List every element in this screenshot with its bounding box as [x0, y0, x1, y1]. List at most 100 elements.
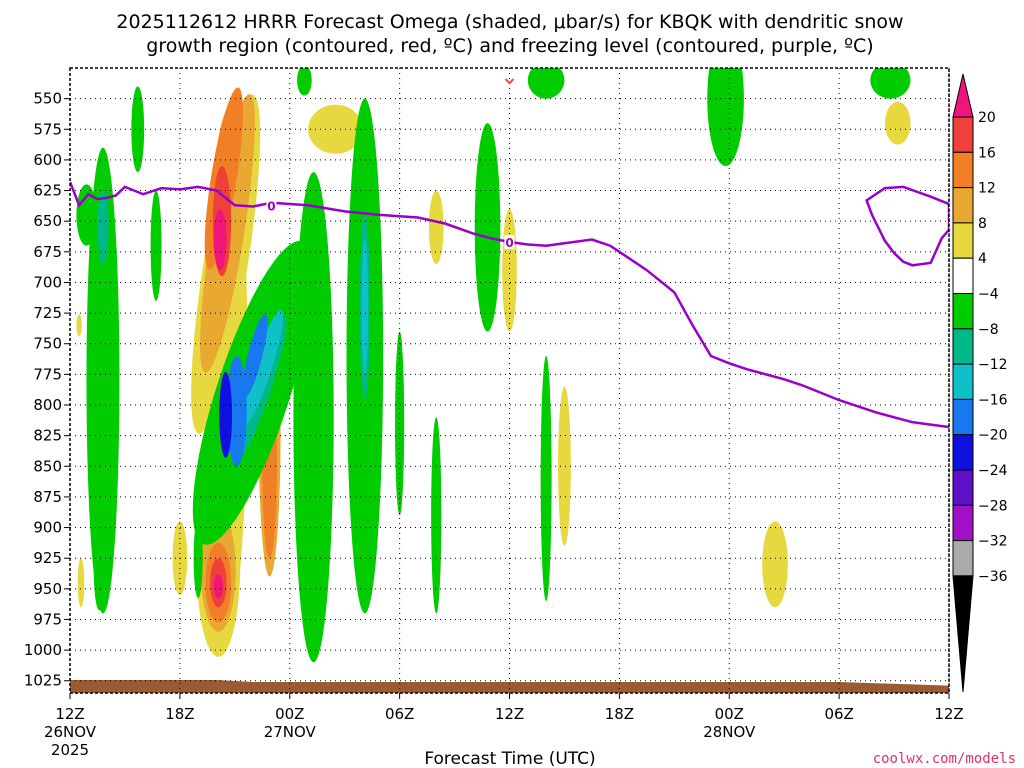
freezing-label-1: 0 — [505, 236, 513, 250]
y-tick-label-850: 850 — [33, 457, 62, 475]
omega-region-neg4-31 — [297, 68, 312, 96]
colorbar-band-9 — [952, 398, 974, 436]
omega-shading — [76, 68, 911, 663]
colorbar-legend: 20 16 12 8 4 −4 −8 −12 −16 −20 −24 −28 −32 −36 — [952, 73, 1008, 693]
x-tick-label-5: 18Z — [605, 705, 634, 723]
y-tick-label-925: 925 — [33, 549, 62, 567]
colorbar-label-12: −32 — [978, 534, 1008, 550]
y-tick-label-675: 675 — [33, 243, 62, 261]
colorbar-label-6: −8 — [978, 322, 999, 338]
dgz-marker-0 — [504, 78, 515, 85]
colorbar-band-3 — [952, 187, 974, 224]
colorbar-band-6 — [952, 293, 974, 330]
omega-region-neg16-46 — [242, 314, 268, 398]
x-tick-label-3: 06Z — [385, 705, 414, 723]
colorbar-band-8 — [952, 363, 974, 400]
freezing-level-closed-contour — [865, 185, 949, 267]
colorbar-label-7: −12 — [978, 357, 1008, 373]
omega-region-20-22 — [213, 574, 223, 599]
y-tick-label-575: 575 — [33, 120, 62, 138]
colorbar-label-13: −36 — [978, 569, 1008, 585]
x-tick-label-1: 18Z — [165, 705, 194, 723]
omega-region-neg4-34 — [431, 417, 442, 614]
colorbar-label-9: −20 — [978, 428, 1008, 444]
terrain-ground — [70, 680, 949, 693]
omega-region-20-21 — [213, 208, 227, 271]
colorbar-band-7 — [952, 328, 974, 365]
y-tick-label-1025: 1025 — [24, 672, 62, 690]
omega-region-4-8 — [884, 101, 911, 145]
omega-region-neg4-39 — [870, 68, 911, 99]
y-tick-label-650: 650 — [33, 212, 62, 230]
y-tick-label-700: 700 — [33, 273, 62, 291]
freezing-level-contour: 00 — [70, 78, 949, 429]
omega-region-neg4-27 — [93, 530, 105, 611]
plot-border — [69, 67, 950, 694]
colorbar-bottom-triangle — [952, 575, 974, 693]
plot-frame — [69, 67, 950, 694]
x-tick-label-7: 06Z — [824, 705, 853, 723]
x-tick-sublabel-6-0: 28NOV — [703, 723, 756, 741]
colorbar-band-10 — [952, 434, 974, 471]
x-tick-sublabel-0-1: 2025 — [51, 741, 89, 759]
omega-region-4-3 — [558, 386, 571, 546]
colorbar-band-11 — [952, 469, 974, 506]
colorbar-band-4 — [952, 222, 974, 259]
x-axis-title: Forecast Time (UTC) — [424, 749, 595, 768]
omega-region-neg12-43 — [241, 309, 284, 427]
x-tick-sublabel-2-0: 27NOV — [264, 723, 317, 741]
freezing-level-line — [70, 181, 949, 429]
x-tick-label-6: 00Z — [715, 705, 744, 723]
y-axis: 550 575 600 625 650 675 700 725 750 775 800 825 850 8… — [24, 90, 70, 690]
omega-region-4-4 — [762, 521, 788, 608]
colorbar-label-1: 16 — [978, 145, 996, 161]
y-tick-label-825: 825 — [33, 427, 62, 445]
y-tick-label-625: 625 — [33, 182, 62, 200]
omega-region-4-6 — [77, 558, 85, 608]
x-tick-sublabel-0-0: 26NOV — [44, 723, 97, 741]
x-tick-label-4: 12Z — [495, 705, 524, 723]
omega-region-neg20-47 — [219, 371, 233, 458]
omega-region-neg4-23 — [86, 147, 120, 614]
terrain-fill — [70, 680, 949, 693]
colorbar-label-2: 12 — [978, 181, 996, 197]
x-tick-label-8: 12Z — [934, 705, 963, 723]
omega-region-neg4-30 — [293, 172, 334, 663]
omega-region-4-0 — [428, 190, 444, 265]
colorbar-label-3: 8 — [978, 216, 987, 232]
y-tick-label-775: 775 — [33, 365, 62, 383]
omega-region-neg8-40 — [97, 190, 109, 265]
colorbar-label-8: −16 — [978, 392, 1008, 408]
y-tick-label-800: 800 — [33, 396, 62, 414]
omega-region-neg4-26 — [150, 190, 162, 301]
omega-region-neg16-45 — [226, 355, 247, 467]
y-tick-label-1000: 1000 — [24, 641, 62, 659]
y-tick-label-750: 750 — [33, 335, 62, 353]
y-tick-label-725: 725 — [33, 304, 62, 322]
omega-region-neg4-25 — [131, 86, 145, 173]
colorbar-band-5 — [952, 257, 974, 295]
omega-region-4-5 — [76, 314, 82, 337]
omega-region-neg12-44 — [361, 239, 369, 375]
omega-region-neg4-37 — [527, 68, 565, 99]
omega-region-neg4-36 — [540, 355, 552, 602]
y-tick-label-900: 900 — [33, 519, 62, 537]
freezing-label-bg-0 — [266, 198, 277, 213]
colorbar-band-1 — [952, 116, 974, 153]
x-tick-label-2: 00Z — [275, 705, 304, 723]
y-tick-label-600: 600 — [33, 151, 62, 169]
colorbar-top-triangle — [952, 73, 974, 118]
colorbar-band-2 — [952, 151, 974, 189]
chart-title-line1: 2025112612 HRRR Forecast Omega (shaded, … — [116, 11, 903, 33]
omega-region-neg4-24 — [76, 184, 97, 246]
colorbar-label-11: −28 — [978, 498, 1008, 514]
y-tick-label-875: 875 — [33, 488, 62, 506]
colorbar-band-13 — [952, 540, 974, 577]
colorbar-label-0: 20 — [978, 110, 996, 126]
freezing-label-bg-1 — [504, 235, 515, 250]
freezing-label-0: 0 — [267, 199, 275, 213]
y-tick-label-950: 950 — [33, 580, 62, 598]
omega-region-neg4-35 — [474, 123, 501, 332]
